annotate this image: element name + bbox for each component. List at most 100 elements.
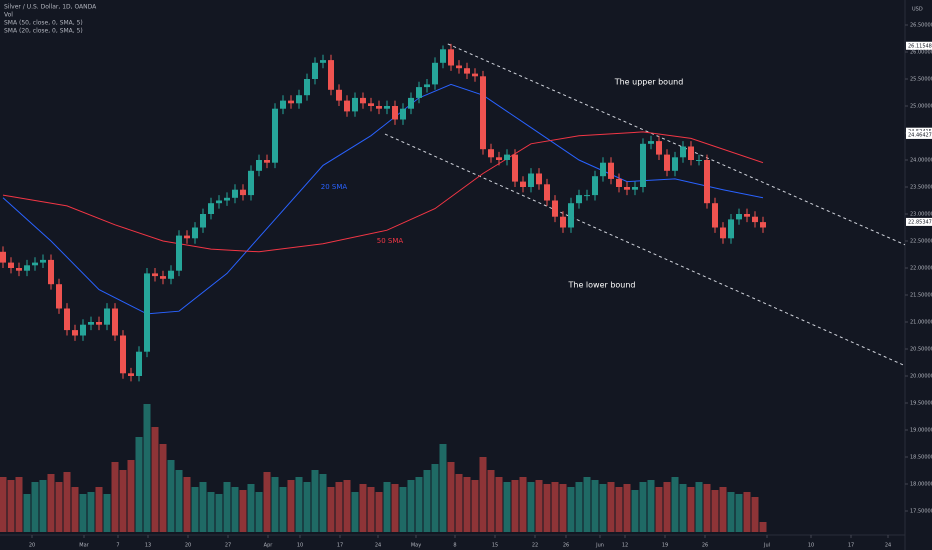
sma-label: 20 SMA xyxy=(321,183,348,191)
candle-body xyxy=(88,321,94,325)
volume-bar xyxy=(647,480,655,532)
y-tick-label: 21.00000 xyxy=(910,319,932,325)
volume-bar xyxy=(695,482,703,532)
volume-bar xyxy=(255,492,263,532)
candle-body xyxy=(240,189,246,196)
candle-body xyxy=(672,157,678,171)
volume-bar xyxy=(599,484,607,532)
candle-body xyxy=(168,270,174,279)
volume-bar xyxy=(87,492,95,532)
chart-title: Silver / U.S. Dollar, 1D, OANDA xyxy=(4,4,97,11)
volume-bar xyxy=(263,472,271,532)
x-tick-label: 17 xyxy=(337,543,343,549)
volume-bar xyxy=(343,480,351,532)
volume-bar xyxy=(583,477,591,532)
volume-bar xyxy=(743,492,751,532)
candle-body xyxy=(232,189,238,198)
volume-bar xyxy=(423,470,431,532)
volume-bar xyxy=(391,484,399,532)
candle-body xyxy=(256,159,262,171)
candle-body xyxy=(416,87,422,98)
price-label-box xyxy=(906,217,932,226)
candle-body xyxy=(424,84,430,88)
y-tick-label: 24.00000 xyxy=(910,157,932,163)
annotation: The upper bound xyxy=(614,78,684,87)
volume-bar xyxy=(607,482,615,532)
candle-body xyxy=(568,203,574,228)
candle-body xyxy=(688,146,694,160)
candle-body xyxy=(160,276,166,279)
volume-bar xyxy=(279,487,287,532)
volume-bar xyxy=(359,484,367,532)
candle-body xyxy=(456,65,462,69)
candle-body xyxy=(200,213,206,228)
volume-bar xyxy=(679,484,687,532)
volume-bar xyxy=(167,460,175,532)
y-tick-label: 19.50000 xyxy=(910,400,932,406)
candle-body xyxy=(0,251,6,263)
candle-body xyxy=(80,324,86,336)
volume-bar xyxy=(415,477,423,532)
candle-body xyxy=(208,203,214,214)
candle-body xyxy=(16,267,22,271)
volume-bar xyxy=(751,497,759,532)
volume-bar xyxy=(127,460,135,532)
candle-body xyxy=(736,213,742,220)
x-tick-label: 22 xyxy=(532,543,538,549)
x-tick-label: Jul xyxy=(763,543,770,549)
candle-body xyxy=(504,154,510,160)
candle-body xyxy=(280,100,286,109)
x-tick-label: 19 xyxy=(662,543,668,549)
x-tick-label: May xyxy=(411,543,421,549)
candle-body xyxy=(384,106,390,109)
sma-line xyxy=(2,131,764,253)
candle-body xyxy=(432,62,438,85)
volume-bar xyxy=(639,482,647,532)
candle-body xyxy=(272,108,278,163)
candle-body xyxy=(120,335,126,374)
candle-body xyxy=(320,60,326,63)
candle-body xyxy=(336,89,342,101)
y-tick-label: 25.50000 xyxy=(910,77,932,83)
x-tick-label: 24 xyxy=(885,543,891,549)
volume-bar xyxy=(623,484,631,532)
volume-bar xyxy=(7,480,15,532)
candle-body xyxy=(64,308,70,331)
volume-bar xyxy=(31,482,39,532)
price-label-box xyxy=(906,130,932,139)
volume-bar xyxy=(247,484,255,532)
candle-body xyxy=(760,222,766,228)
volume-bar xyxy=(231,487,239,532)
x-tick-label: 8 xyxy=(453,543,456,549)
volume-bar xyxy=(287,480,295,532)
candle-body xyxy=(560,216,566,228)
x-tick-label: 10 xyxy=(808,543,814,549)
volume-bar xyxy=(79,494,87,532)
candle-body xyxy=(144,273,150,352)
candle-body xyxy=(56,284,62,309)
y-tick-label: 20.50000 xyxy=(910,346,932,352)
x-tick-label: 17 xyxy=(848,543,854,549)
candle-body xyxy=(40,259,46,263)
x-tick-label: 27 xyxy=(225,543,231,549)
volume-bar xyxy=(591,480,599,532)
volume-bar xyxy=(143,404,151,532)
volume-bar xyxy=(15,477,23,532)
volume-bar xyxy=(183,477,191,532)
volume-bar xyxy=(55,482,63,532)
trend-line xyxy=(447,43,906,246)
candle-body xyxy=(328,60,334,90)
x-tick-label: Apr xyxy=(264,543,274,549)
volume-bar xyxy=(703,484,711,532)
candle-body xyxy=(608,162,614,179)
candle-body xyxy=(48,259,54,285)
candle-body xyxy=(192,227,198,239)
x-tick-label: 10 xyxy=(297,543,303,549)
volume-bar xyxy=(199,482,207,532)
y-tick-label: 20.00000 xyxy=(910,373,932,379)
candle-body xyxy=(304,79,310,96)
volume-bar xyxy=(151,427,159,532)
volume-bar xyxy=(295,477,303,532)
price-label: 26.11548 xyxy=(908,43,932,49)
